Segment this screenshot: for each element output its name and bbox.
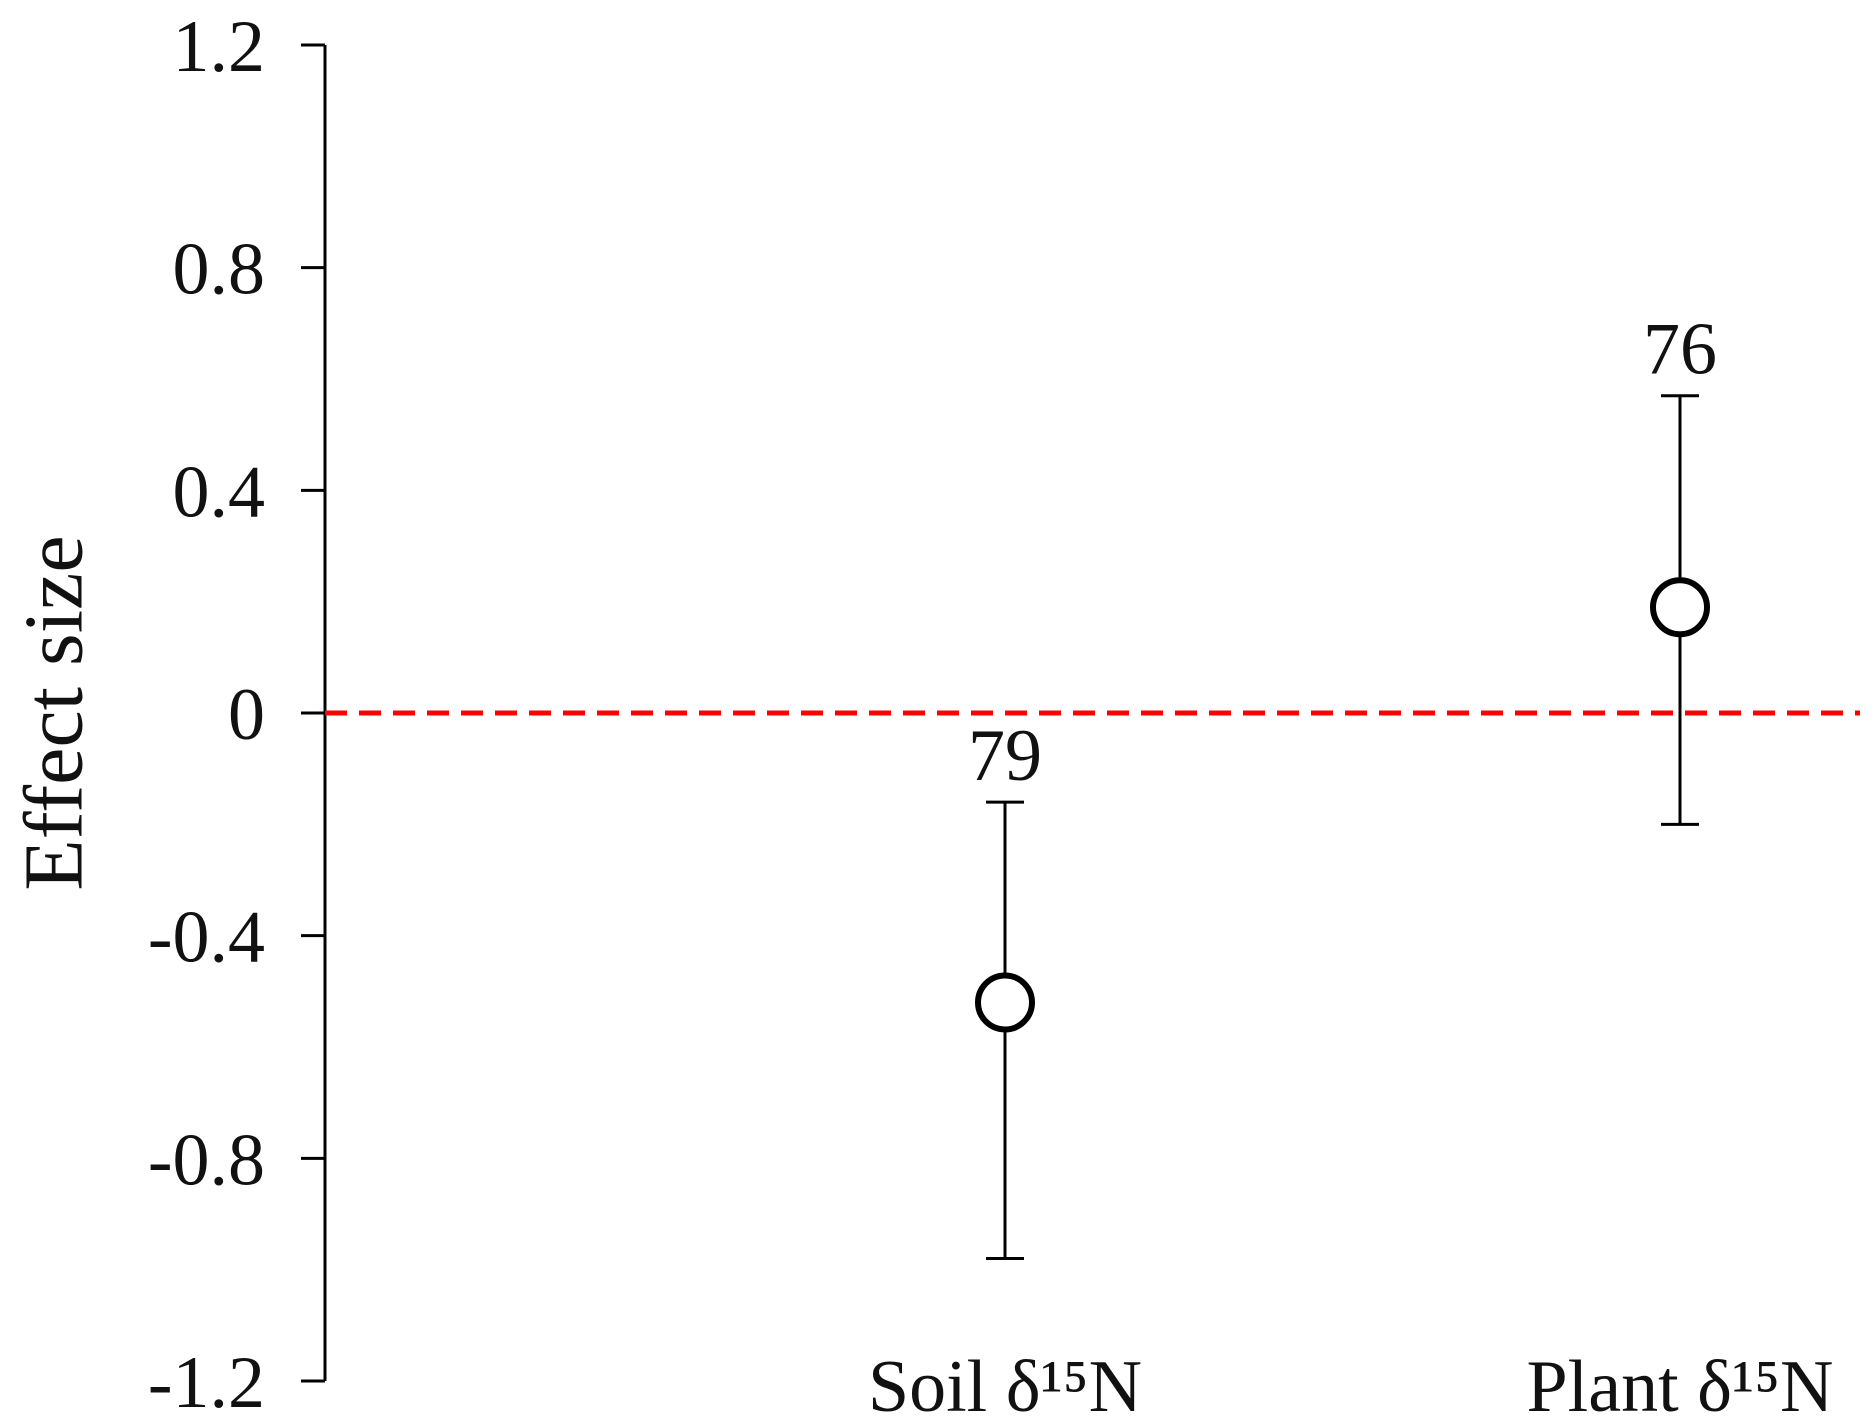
y-tick-label: 1.2 [173,6,266,88]
sample-size-label: 79 [968,715,1042,797]
sample-size-label: 76 [1643,309,1717,391]
y-tick-label: 0.8 [173,229,266,311]
y-tick-label: -0.8 [148,1119,265,1201]
y-tick-label: 0.4 [173,451,266,533]
x-tick-label: Soil δ¹⁵N [868,1346,1142,1428]
x-tick-label: Plant δ¹⁵N [1527,1346,1834,1428]
y-tick-label: -0.4 [148,897,265,979]
point [1650,577,1710,638]
y-tick-label: 0 [228,674,265,756]
y-axis-label: Effect size [7,535,100,890]
y-tick-label: -1.2 [148,1342,265,1424]
point [975,972,1035,1033]
